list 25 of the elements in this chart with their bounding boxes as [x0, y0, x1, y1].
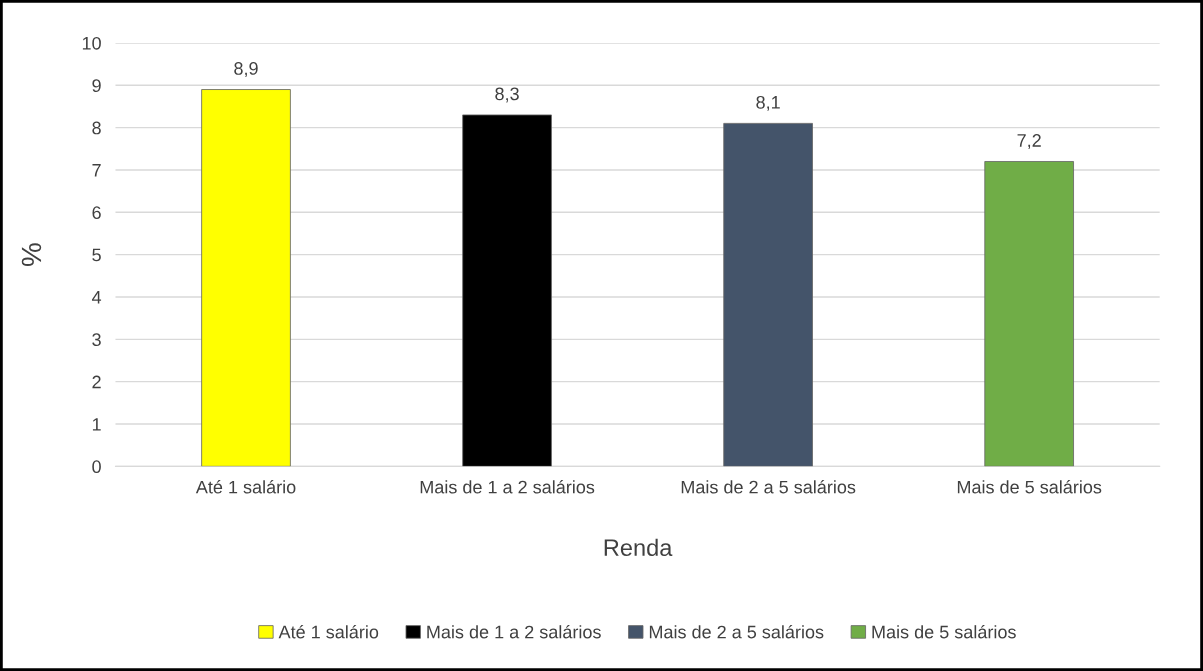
- y-tick-label: 3: [92, 333, 101, 347]
- data-label: 8,3: [495, 87, 519, 103]
- x-tick-label: Mais de 1 a 2 salários: [420, 480, 595, 494]
- y-tick-label: 8: [92, 121, 101, 135]
- y-tick-label: 5: [92, 248, 101, 262]
- x-tick-label: Mais de 5 salários: [957, 480, 1102, 494]
- y-tick-label: 10: [82, 36, 101, 50]
- y-tick-label: 1: [92, 418, 101, 431]
- data-label: 7,2: [1017, 134, 1041, 149]
- y-tick-label: 0: [92, 460, 101, 474]
- y-axis-title: %: [21, 243, 42, 267]
- x-tick-label: Mais de 2 a 5 salários: [681, 480, 856, 494]
- legend-label: Mais de 1 a 2 salários: [427, 624, 601, 639]
- y-tick-label: 9: [92, 79, 101, 92]
- x-axis-title: Renda: [604, 538, 673, 557]
- legend-label: Até 1 salário: [278, 624, 379, 639]
- y-tick-label: 4: [91, 291, 102, 304]
- y-tick-label: 2: [92, 375, 101, 389]
- x-tick-label: Até 1 salário: [195, 480, 296, 494]
- y-tick-label: 7: [92, 164, 101, 177]
- data-label: 8,9: [234, 62, 258, 77]
- data-label: 8,1: [756, 95, 780, 111]
- legend-label: Mais de 2 a 5 salários: [649, 624, 824, 639]
- y-tick-label: 6: [92, 206, 101, 220]
- legend-label: Mais de 5 salários: [872, 624, 1016, 639]
